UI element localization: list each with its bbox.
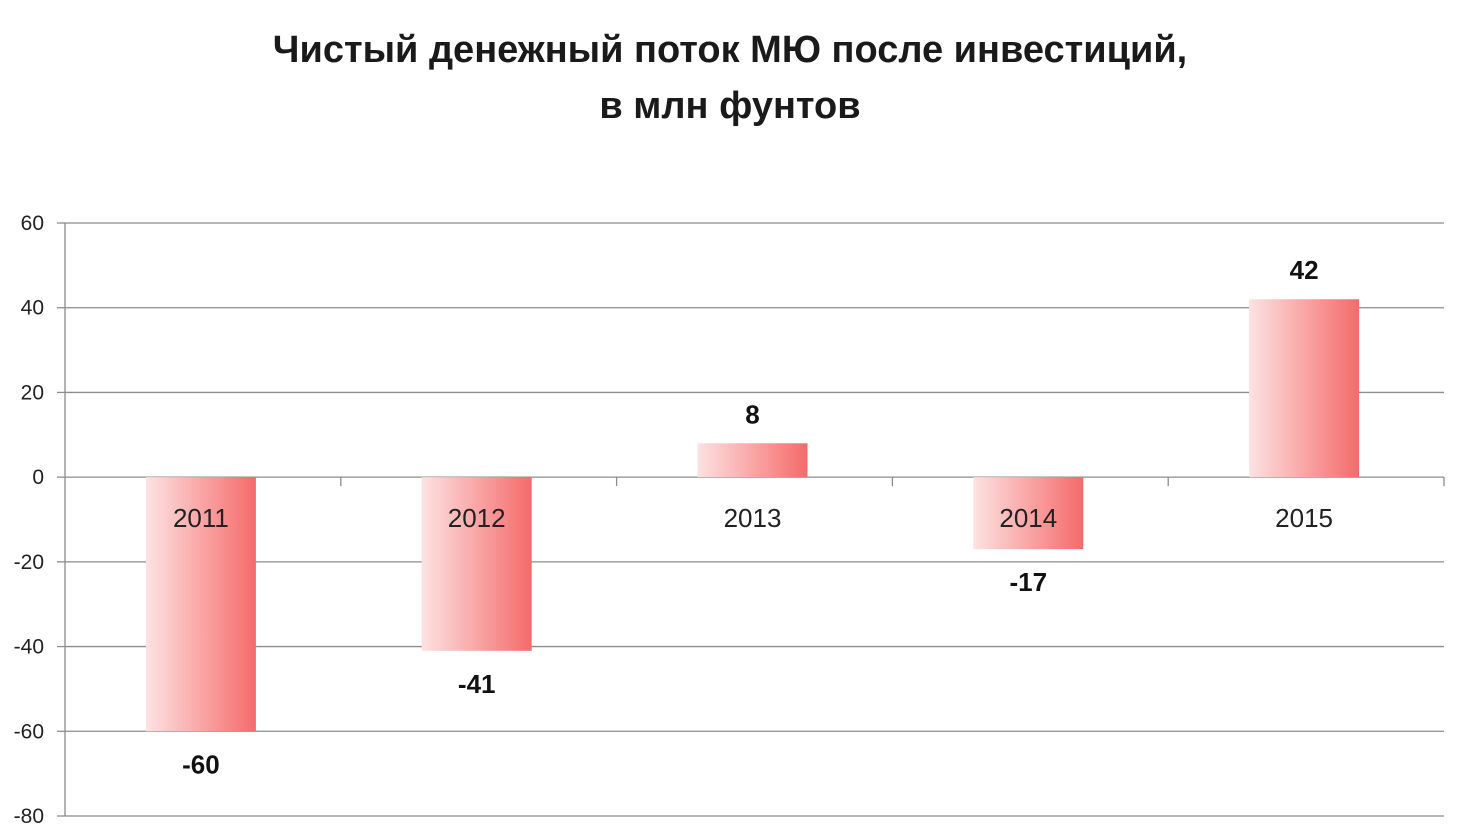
bar-2015 [1249,299,1360,478]
bar-2011 [145,477,256,732]
data-label: 8 [745,399,759,429]
y-tick-label: 0 [32,466,44,489]
y-tick-label: -60 [14,720,44,743]
y-tick-label: 20 [21,381,44,404]
chart-title-line-1: Чистый денежный поток МЮ после инвестици… [272,29,1188,71]
y-tick-label: -20 [14,551,44,574]
y-tick-label: -40 [14,636,44,659]
y-tick-label: 40 [21,297,44,320]
chart-title: Чистый денежный поток МЮ после инвестици… [0,22,1460,134]
bars [145,299,1360,732]
data-label: -41 [458,669,496,699]
y-tick-label: -80 [14,805,44,828]
bar-2012 [421,477,532,651]
bar-2013 [697,443,808,478]
data-label: 42 [1290,255,1319,285]
x-category-label: 2015 [1275,503,1333,533]
labels: 60 40 20 0 -20 -40 -60 -80 2011 -60 2012 -41 2013 8 20… [14,212,1333,828]
bar-2014 [973,477,1084,550]
x-category-label: 2011 [173,503,229,533]
x-category-label: 2014 [999,503,1057,533]
data-label: -60 [182,749,220,779]
y-tick-label: 60 [21,212,44,235]
x-category-label: 2012 [448,503,506,533]
chart-title-line-2: в млн фунтов [599,85,861,127]
x-category-label: 2013 [724,503,782,533]
data-label: -17 [1010,567,1048,597]
